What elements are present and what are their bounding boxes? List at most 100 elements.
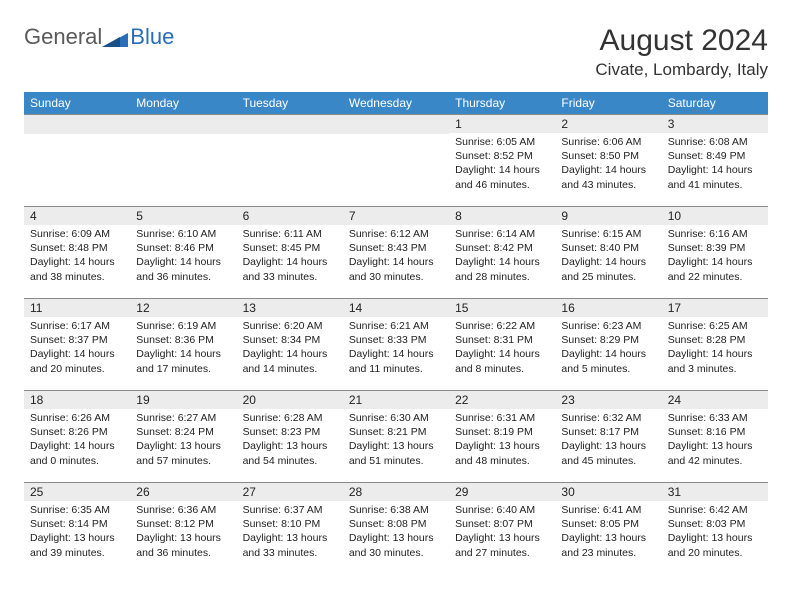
calendar-day-cell: 30Sunrise: 6:41 AMSunset: 8:05 PMDayligh…: [555, 482, 661, 574]
logo-text-blue: Blue: [130, 24, 174, 50]
sunset-line: Sunset: 8:43 PM: [349, 241, 443, 255]
daylight-line: Daylight: 13 hours and 54 minutes.: [243, 439, 337, 467]
calendar-day-cell: 29Sunrise: 6:40 AMSunset: 8:07 PMDayligh…: [449, 482, 555, 574]
calendar-empty-cell: [343, 114, 449, 206]
daylight-line: Daylight: 14 hours and 8 minutes.: [455, 347, 549, 375]
day-details: Sunrise: 6:05 AMSunset: 8:52 PMDaylight:…: [449, 133, 555, 196]
calendar-week-row: 11Sunrise: 6:17 AMSunset: 8:37 PMDayligh…: [24, 298, 768, 390]
sunrise-line: Sunrise: 6:21 AM: [349, 319, 443, 333]
empty-day-header: [130, 114, 236, 134]
calendar-day-cell: 7Sunrise: 6:12 AMSunset: 8:43 PMDaylight…: [343, 206, 449, 298]
sunset-line: Sunset: 8:45 PM: [243, 241, 337, 255]
sunrise-line: Sunrise: 6:14 AM: [455, 227, 549, 241]
day-details: Sunrise: 6:20 AMSunset: 8:34 PMDaylight:…: [237, 317, 343, 380]
sunset-line: Sunset: 8:10 PM: [243, 517, 337, 531]
sunrise-line: Sunrise: 6:40 AM: [455, 503, 549, 517]
calendar-day-cell: 24Sunrise: 6:33 AMSunset: 8:16 PMDayligh…: [662, 390, 768, 482]
calendar-day-cell: 27Sunrise: 6:37 AMSunset: 8:10 PMDayligh…: [237, 482, 343, 574]
day-number: 4: [24, 206, 130, 225]
calendar-day-cell: 4Sunrise: 6:09 AMSunset: 8:48 PMDaylight…: [24, 206, 130, 298]
day-details: Sunrise: 6:06 AMSunset: 8:50 PMDaylight:…: [555, 133, 661, 196]
sunset-line: Sunset: 8:23 PM: [243, 425, 337, 439]
sunset-line: Sunset: 8:37 PM: [30, 333, 124, 347]
daylight-line: Daylight: 14 hours and 33 minutes.: [243, 255, 337, 283]
day-number: 14: [343, 298, 449, 317]
sunset-line: Sunset: 8:07 PM: [455, 517, 549, 531]
calendar-day-cell: 1Sunrise: 6:05 AMSunset: 8:52 PMDaylight…: [449, 114, 555, 206]
calendar-day-cell: 13Sunrise: 6:20 AMSunset: 8:34 PMDayligh…: [237, 298, 343, 390]
sunset-line: Sunset: 8:26 PM: [30, 425, 124, 439]
daylight-line: Daylight: 13 hours and 36 minutes.: [136, 531, 230, 559]
sunset-line: Sunset: 8:03 PM: [668, 517, 762, 531]
weekday-header: Saturday: [662, 92, 768, 114]
day-details: Sunrise: 6:27 AMSunset: 8:24 PMDaylight:…: [130, 409, 236, 472]
daylight-line: Daylight: 14 hours and 14 minutes.: [243, 347, 337, 375]
sunset-line: Sunset: 8:08 PM: [349, 517, 443, 531]
sunrise-line: Sunrise: 6:09 AM: [30, 227, 124, 241]
daylight-line: Daylight: 14 hours and 41 minutes.: [668, 163, 762, 191]
calendar-day-cell: 19Sunrise: 6:27 AMSunset: 8:24 PMDayligh…: [130, 390, 236, 482]
day-number: 5: [130, 206, 236, 225]
weekday-header: Wednesday: [343, 92, 449, 114]
calendar-empty-cell: [237, 114, 343, 206]
location: Civate, Lombardy, Italy: [595, 60, 768, 80]
sunrise-line: Sunrise: 6:28 AM: [243, 411, 337, 425]
day-number: 15: [449, 298, 555, 317]
day-number: 16: [555, 298, 661, 317]
day-number: 11: [24, 298, 130, 317]
day-number: 18: [24, 390, 130, 409]
calendar-day-cell: 8Sunrise: 6:14 AMSunset: 8:42 PMDaylight…: [449, 206, 555, 298]
day-number: 8: [449, 206, 555, 225]
sunrise-line: Sunrise: 6:37 AM: [243, 503, 337, 517]
sunrise-line: Sunrise: 6:42 AM: [668, 503, 762, 517]
sunrise-line: Sunrise: 6:35 AM: [30, 503, 124, 517]
calendar-week-row: 1Sunrise: 6:05 AMSunset: 8:52 PMDaylight…: [24, 114, 768, 206]
day-details: Sunrise: 6:09 AMSunset: 8:48 PMDaylight:…: [24, 225, 130, 288]
sunset-line: Sunset: 8:12 PM: [136, 517, 230, 531]
title-block: August 2024 Civate, Lombardy, Italy: [595, 24, 768, 80]
weekday-header: Friday: [555, 92, 661, 114]
empty-day-header: [24, 114, 130, 134]
calendar-week-row: 18Sunrise: 6:26 AMSunset: 8:26 PMDayligh…: [24, 390, 768, 482]
daylight-line: Daylight: 13 hours and 48 minutes.: [455, 439, 549, 467]
sunset-line: Sunset: 8:17 PM: [561, 425, 655, 439]
sunrise-line: Sunrise: 6:38 AM: [349, 503, 443, 517]
day-details: Sunrise: 6:23 AMSunset: 8:29 PMDaylight:…: [555, 317, 661, 380]
day-details: Sunrise: 6:12 AMSunset: 8:43 PMDaylight:…: [343, 225, 449, 288]
daylight-line: Daylight: 13 hours and 57 minutes.: [136, 439, 230, 467]
calendar-week-row: 4Sunrise: 6:09 AMSunset: 8:48 PMDaylight…: [24, 206, 768, 298]
sunset-line: Sunset: 8:48 PM: [30, 241, 124, 255]
day-number: 31: [662, 482, 768, 501]
empty-day-header: [237, 114, 343, 134]
daylight-line: Daylight: 14 hours and 17 minutes.: [136, 347, 230, 375]
sunset-line: Sunset: 8:46 PM: [136, 241, 230, 255]
day-number: 23: [555, 390, 661, 409]
calendar-day-cell: 28Sunrise: 6:38 AMSunset: 8:08 PMDayligh…: [343, 482, 449, 574]
day-details: Sunrise: 6:08 AMSunset: 8:49 PMDaylight:…: [662, 133, 768, 196]
calendar-day-cell: 5Sunrise: 6:10 AMSunset: 8:46 PMDaylight…: [130, 206, 236, 298]
sunset-line: Sunset: 8:33 PM: [349, 333, 443, 347]
calendar-body: 1Sunrise: 6:05 AMSunset: 8:52 PMDaylight…: [24, 114, 768, 574]
daylight-line: Daylight: 13 hours and 23 minutes.: [561, 531, 655, 559]
sunrise-line: Sunrise: 6:17 AM: [30, 319, 124, 333]
logo-flag-icon: [102, 27, 128, 47]
day-details: Sunrise: 6:15 AMSunset: 8:40 PMDaylight:…: [555, 225, 661, 288]
page-header: General Blue August 2024 Civate, Lombard…: [24, 24, 768, 80]
sunrise-line: Sunrise: 6:32 AM: [561, 411, 655, 425]
weekday-header: Tuesday: [237, 92, 343, 114]
sunrise-line: Sunrise: 6:11 AM: [243, 227, 337, 241]
sunset-line: Sunset: 8:39 PM: [668, 241, 762, 255]
day-details: Sunrise: 6:17 AMSunset: 8:37 PMDaylight:…: [24, 317, 130, 380]
weekday-header: Monday: [130, 92, 236, 114]
sunset-line: Sunset: 8:24 PM: [136, 425, 230, 439]
day-details: Sunrise: 6:19 AMSunset: 8:36 PMDaylight:…: [130, 317, 236, 380]
calendar-day-cell: 16Sunrise: 6:23 AMSunset: 8:29 PMDayligh…: [555, 298, 661, 390]
day-number: 12: [130, 298, 236, 317]
day-details: Sunrise: 6:35 AMSunset: 8:14 PMDaylight:…: [24, 501, 130, 564]
calendar-day-cell: 22Sunrise: 6:31 AMSunset: 8:19 PMDayligh…: [449, 390, 555, 482]
sunset-line: Sunset: 8:36 PM: [136, 333, 230, 347]
sunrise-line: Sunrise: 6:23 AM: [561, 319, 655, 333]
sunset-line: Sunset: 8:42 PM: [455, 241, 549, 255]
sunset-line: Sunset: 8:49 PM: [668, 149, 762, 163]
daylight-line: Daylight: 13 hours and 42 minutes.: [668, 439, 762, 467]
